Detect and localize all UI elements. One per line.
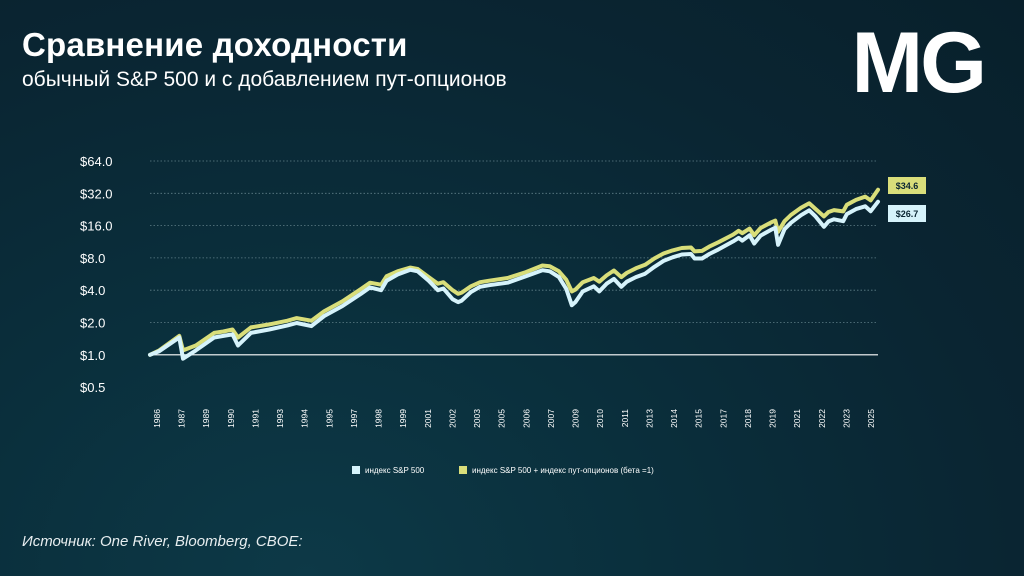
x-tick-label: 1994 [300,409,310,428]
x-tick-label: 1989 [201,409,211,428]
series-end-label: $26.7 [888,205,926,222]
brand-logo: MG [851,15,987,111]
page-title: Сравнение доходности [22,26,408,63]
end-label-box [888,177,926,194]
x-tick-label: 2010 [595,409,605,428]
y-tick-label: $8.0 [80,251,105,266]
legend: индекс S&P 500 индекс S&P 500 + индекс пу… [352,466,654,475]
x-tick-label: 2003 [472,409,482,428]
series-line [148,199,880,361]
end-label-box [888,205,926,222]
x-tick-label: 1997 [349,409,359,428]
x-axis-ticks: 1986 1987 1989 1990 1991 1993 1994 1995 1997 1998… [152,409,876,428]
x-tick-label: 2014 [669,409,679,428]
x-tick-label: 2013 [644,409,654,428]
x-tick-label: 1987 [177,409,187,428]
legend-item: индекс S&P 500 + индекс пут-опционов (бе… [459,466,654,475]
legend-label: индекс S&P 500 [365,466,425,475]
x-tick-label: 2005 [497,409,507,428]
x-tick-label: 2017 [718,409,728,428]
legend-label: индекс S&P 500 + индекс пут-опционов (бе… [472,466,654,475]
x-tick-label: 2007 [546,409,556,428]
x-tick-label: 2011 [620,409,630,428]
y-tick-label: $64.0 [80,154,113,169]
y-tick-label: $0.5 [80,380,105,395]
source-note: Источник: One River, Bloomberg, CBOE: [22,533,303,550]
series-end-label: $34.6 [888,177,926,194]
x-tick-label: 2025 [866,409,876,428]
x-tick-label: 2018 [743,409,753,428]
x-tick-label: 2015 [694,409,704,428]
y-tick-label: $16.0 [80,219,113,234]
x-tick-label: 1990 [226,409,236,428]
x-tick-label: 1991 [250,409,260,428]
end-label-text: $26.7 [896,209,919,219]
x-tick-label: 2023 [841,409,851,428]
y-tick-label: $32.0 [80,186,113,201]
x-tick-label: 2019 [768,409,778,428]
end-labels: $34.6 $26.7 [888,177,926,222]
x-tick-label: 2021 [792,409,802,428]
y-tick-label: $2.0 [80,316,105,331]
x-tick-label: 1995 [324,409,334,428]
x-tick-label: 1999 [398,409,408,428]
series-layer [148,187,880,361]
x-tick-label: 2001 [423,409,433,428]
y-tick-label: $1.0 [80,348,105,363]
y-axis-ticks: $64.0 $32.0 $16.0 $8.0 $4.0 $2.0 $1.0 $0.5 [80,154,113,395]
grid-layer [150,160,878,356]
x-tick-label: 2002 [447,409,457,428]
end-label-text: $34.6 [896,181,919,191]
x-tick-label: 2022 [817,409,827,428]
x-tick-label: 2009 [571,409,581,428]
series-line [148,187,880,357]
y-tick-label: $4.0 [80,283,105,298]
page-subtitle: обычный S&P 500 и с добавлением пут-опци… [22,68,507,91]
x-tick-label: 1986 [152,409,162,428]
legend-item: индекс S&P 500 [352,466,425,475]
x-tick-label: 2006 [521,409,531,428]
x-tick-label: 1993 [275,409,285,428]
legend-swatch [459,466,467,474]
legend-swatch [352,466,360,474]
x-tick-label: 1998 [374,409,384,428]
